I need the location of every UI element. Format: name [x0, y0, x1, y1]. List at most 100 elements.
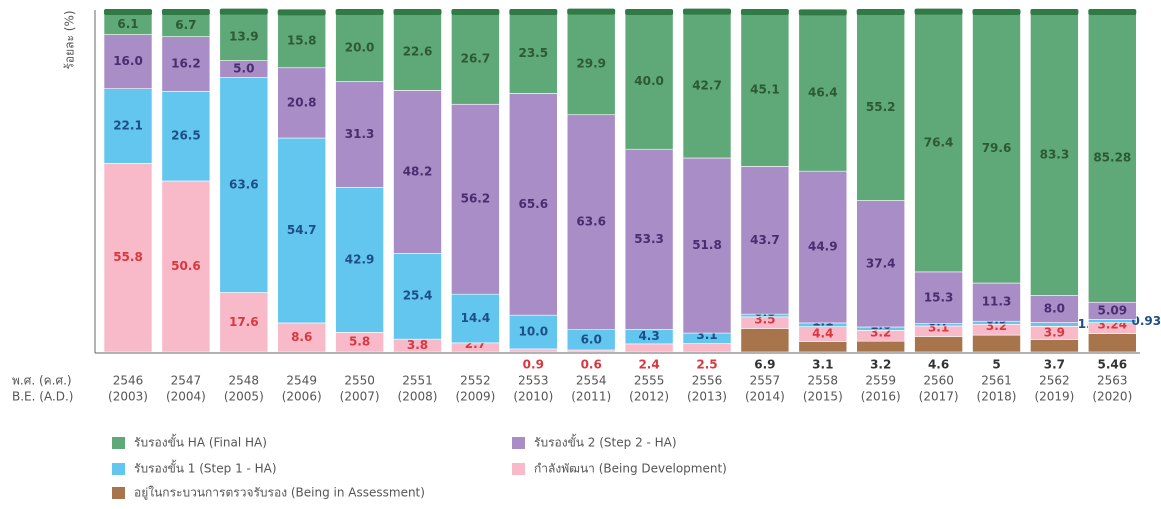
value-label: 50.6 [171, 259, 201, 273]
bar-segment [624, 13, 674, 150]
x-tick-label: 2563 [1097, 374, 1128, 388]
legend-swatch [112, 463, 125, 475]
bar-segment [740, 166, 790, 315]
bar-segment [393, 90, 442, 254]
bar-cap [1030, 9, 1079, 15]
value-label: 6.7 [175, 18, 196, 32]
x-tick-label: (2014) [745, 390, 785, 404]
bar-cap [161, 9, 210, 15]
value-label: 3.1 [812, 358, 833, 372]
legend-label: รับรองขั้น 1 (Step 1 - HA) [134, 460, 277, 476]
value-label: 63.6 [576, 215, 606, 229]
bar-segment [219, 77, 269, 293]
value-label: 76.4 [924, 135, 954, 149]
bar-segment [972, 282, 1021, 322]
value-label: 42.7 [692, 78, 722, 92]
value-label: 6.9 [754, 358, 775, 372]
value-label: 65.6 [518, 197, 548, 211]
value-label: 5.46 [1097, 358, 1127, 372]
bar-segment [277, 322, 327, 353]
value-label: 5.0 [233, 62, 254, 76]
bar-cap [509, 9, 558, 15]
x-tick-label: 2560 [923, 374, 954, 388]
bar-segment [566, 13, 616, 116]
bar-cap [914, 8, 963, 15]
x-tick-label: 2553 [518, 374, 549, 388]
x-tick-label: (2008) [398, 390, 438, 404]
bar-segment [856, 340, 906, 353]
value-label: 23.5 [518, 46, 548, 60]
value-label: 4.3 [638, 329, 659, 343]
value-label: 15.8 [287, 34, 317, 48]
bar-segment [335, 81, 384, 188]
legend-label: อยู่ในกระบวนการตรวจรับรอง (Being in Asse… [134, 486, 425, 501]
value-label: 45.1 [750, 83, 780, 97]
bar-segment [451, 103, 500, 295]
bar-segment [798, 170, 848, 324]
bar-segment [103, 34, 153, 89]
x-tick-label: (2015) [803, 390, 843, 404]
legend-label: รับรองขั้น 2 (Step 2 - HA) [534, 434, 677, 450]
value-label: 63.6 [229, 178, 259, 192]
value-label: 55.2 [866, 100, 896, 114]
bar-segment [740, 328, 790, 353]
bar-segment [798, 341, 848, 353]
bar-segment [914, 336, 963, 353]
value-label: 44.9 [808, 240, 838, 254]
value-label: 15.3 [924, 290, 954, 304]
x-tick-label: (2004) [166, 390, 206, 404]
bar-segment [682, 13, 732, 159]
bar-cap [219, 8, 268, 15]
bar-segment [566, 114, 616, 330]
legend-label: กำลังพัฒนา (Being Development) [534, 462, 727, 476]
x-tick-label: (2003) [108, 390, 148, 404]
x-tick-label: (2019) [1034, 390, 1074, 404]
value-label: 3.7 [1044, 358, 1065, 372]
x-tick-label: 2555 [634, 374, 665, 388]
x-tick-label: 2549 [286, 374, 317, 388]
bar-segment [1030, 339, 1079, 353]
bar-segment [277, 137, 327, 324]
value-label: 40.0 [634, 74, 664, 88]
bar-segment [335, 187, 384, 333]
x-tick-label: (2010) [513, 390, 553, 404]
value-label: 46.4 [808, 85, 838, 99]
bar-cap [625, 9, 674, 15]
bar-segment [972, 13, 1021, 284]
x-tick-label: 2557 [750, 374, 781, 388]
bar-segment [740, 13, 790, 167]
x-tick-label: 2562 [1039, 374, 1070, 388]
x-tick-label: 2554 [576, 374, 607, 388]
bar-cap [798, 9, 847, 16]
value-label: 29.9 [576, 57, 606, 71]
value-label: 22.1 [113, 119, 143, 133]
bar-cap [277, 9, 326, 16]
bar-segment [451, 293, 500, 344]
legend-swatch [512, 437, 525, 449]
legend-label: รับรองขั้น HA (Final HA) [134, 434, 267, 450]
bar-cap [104, 9, 152, 15]
value-label: 55.8 [113, 250, 143, 264]
x-tick-label: 2548 [229, 374, 260, 388]
x-tick-label: 2551 [402, 374, 433, 388]
value-label: 5.8 [349, 335, 370, 349]
bar-segment [798, 14, 848, 172]
x-tick-label: (2007) [340, 390, 380, 404]
bar-segment [508, 348, 558, 353]
bar-segment [335, 13, 384, 82]
value-label: 3.9 [1044, 325, 1065, 339]
bar-segment [972, 334, 1021, 353]
x-axis-label: B.E. (A.D.) [12, 390, 74, 404]
value-label: 17.6 [229, 315, 259, 329]
bar-segment [508, 13, 558, 94]
value-label: 6.0 [581, 332, 602, 346]
value-label: 0.93 [1131, 314, 1161, 328]
value-label: 8.6 [291, 330, 312, 344]
bar-segment [277, 14, 327, 69]
bar-segment [451, 13, 500, 105]
x-tick-label: 2550 [344, 374, 375, 388]
bar-segment [1088, 319, 1137, 323]
value-label: 16.0 [113, 54, 143, 68]
bar-cap [740, 9, 789, 15]
value-label: 42.9 [345, 252, 375, 266]
